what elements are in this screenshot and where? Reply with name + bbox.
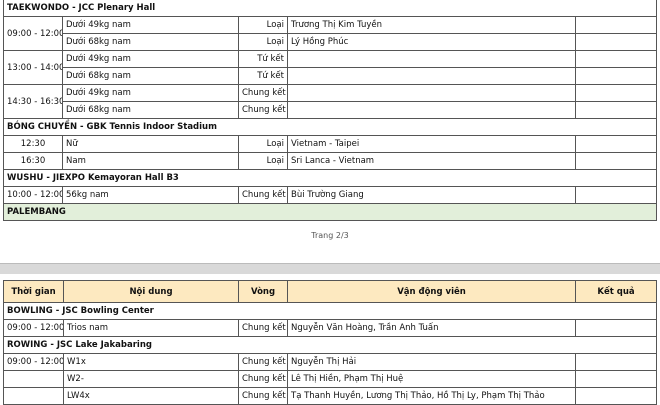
table-row: 09:00 - 12:00 Dưới 49kg nam Loại Trương Thị…: [3, 16, 658, 51]
section-header: WUSHU - JIEXPO Kemayoran Hall B3: [2, 169, 658, 187]
schedule-table-page-2: TAEKWONDO - JCC Plenary Hall 09:00 - 12:…: [2, 0, 658, 221]
table-row: Dưới 68kg nam Loại Lý Hồng Phúc: [4, 33, 658, 51]
table-row: 12:30 Nữ Loại Vietnam - Taipei: [3, 135, 658, 153]
page-number: Trang 2/3: [311, 231, 349, 240]
section-header: ROWING - JSC Lake Jakabaring: [3, 336, 657, 354]
table-row: 09:00 - 12:00 W1x Chung kết Nguyễn Thị Hải: [3, 353, 657, 371]
table-row: LW4x Chung kết Tạ Thanh Huyền, Lương Thị T…: [3, 387, 657, 405]
page-separator: [0, 263, 660, 274]
table-row: 16:30 Nam Loại Sri Lanca - Vietnam: [3, 152, 658, 170]
section-header: TAEKWONDO - JCC Plenary Hall: [2, 0, 658, 17]
table-row: Dưới 68kg nam Chung kết: [4, 101, 658, 119]
table-row: 14:30 - 16:30 Dưới 49kg nam Chung kết: [3, 84, 658, 119]
region-header: PALEMBANG: [2, 203, 658, 221]
section-header: BOWLING - JSC Bowling Center: [3, 302, 657, 320]
section-header: BÓNG CHUYỀN - GBK Tennis Indoor Stadium: [2, 118, 658, 136]
table-row: W2- Chung kết Lê Thị Hiền, Phạm Thị Huệ: [3, 370, 657, 388]
table-row: 13:00 - 14:00 Dưới 49kg nam Tứ kết: [3, 50, 658, 85]
table-header: Thời gian Nội dung Vòng Vận động viên Kết qu…: [3, 280, 657, 303]
table-row: Dưới 68kg nam Tứ kết: [4, 67, 658, 85]
table-row: 10:00 - 12:00 56kg nam Chung kết Bùi Trường…: [3, 186, 658, 204]
table-row: 09:00 - 12:00 Trios nam Chung kết Nguyễn Vă…: [3, 319, 657, 337]
schedule-table-page-3: Thời gian Nội dung Vòng Vận động viên Kết qu…: [3, 280, 657, 405]
